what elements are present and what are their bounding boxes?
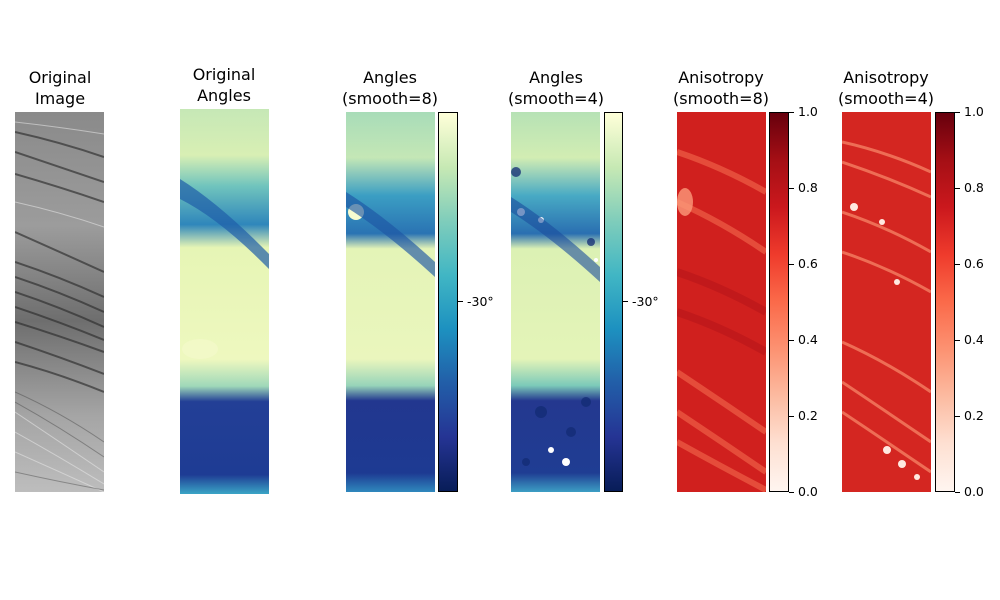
panel-title-anisotropy-smooth8: Anisotropy (smooth=8)	[661, 67, 781, 109]
colorbar-tick-label: -30°	[632, 294, 659, 309]
colorbar-tick	[789, 340, 794, 341]
title-line-1: Original Image	[28, 68, 92, 108]
colorbar-tick	[955, 340, 960, 341]
colorbar-tick-label: -30°	[467, 294, 494, 309]
heatmap-anisotropy-smooth8	[677, 112, 766, 492]
colorbar-angles-smooth4	[604, 112, 623, 492]
colorbar-tick	[789, 188, 794, 189]
colorbar-tick	[955, 264, 960, 265]
colorbar-tick-label: 0.8	[964, 180, 984, 195]
colorbar-tick-label: 1.0	[964, 104, 984, 119]
colorbar-anisotropy-smooth4	[935, 112, 955, 492]
colorbar-tick	[789, 264, 794, 265]
panel-title-anisotropy-smooth4: Anisotropy (smooth=4)	[826, 67, 946, 109]
colorbar-tick-label: 0.8	[798, 180, 818, 195]
title-text: Angles (smooth=8)	[342, 68, 438, 108]
title-text: Anisotropy (smooth=8)	[673, 68, 769, 108]
panel-title-original-image: Original Image	[10, 67, 110, 109]
colorbar-tick	[623, 301, 628, 302]
colorbar-tick	[789, 112, 794, 113]
colorbar-tick-label: 0.0	[798, 484, 818, 499]
colorbar-tick	[955, 188, 960, 189]
colorbar-tick	[789, 492, 794, 493]
colorbar-tick-label: 1.0	[798, 104, 818, 119]
panel-title-angles-smooth8: Angles (smooth=8)	[330, 67, 450, 109]
title-text: Anisotropy (smooth=4)	[838, 68, 934, 108]
colorbar-tick-label: 0.6	[964, 256, 984, 271]
title-text: Angles (smooth=4)	[508, 68, 604, 108]
colorbar-tick	[458, 301, 463, 302]
colorbar-tick	[955, 112, 960, 113]
colorbar-tick	[789, 416, 794, 417]
colorbar-tick-label: 0.2	[964, 408, 984, 423]
colorbar-tick	[955, 492, 960, 493]
heatmap-angles-smooth8	[346, 112, 435, 492]
colorbar-anisotropy-smooth8	[769, 112, 789, 492]
heatmap-original-image	[15, 112, 104, 492]
heatmap-angles-smooth4	[511, 112, 600, 492]
title-text: Original Angles	[192, 65, 256, 105]
colorbar-tick-label: 0.6	[798, 256, 818, 271]
heatmap-original-angles	[180, 109, 269, 494]
colorbar-angles-smooth8	[438, 112, 458, 492]
panel-title-original-angles: Original Angles	[174, 64, 274, 106]
heatmap-anisotropy-smooth4	[842, 112, 931, 492]
colorbar-tick-label: 0.0	[964, 484, 984, 499]
colorbar-tick-label: 0.2	[798, 408, 818, 423]
panel-title-angles-smooth4: Angles (smooth=4)	[496, 67, 616, 109]
colorbar-tick-label: 0.4	[964, 332, 984, 347]
colorbar-tick	[955, 416, 960, 417]
colorbar-tick-label: 0.4	[798, 332, 818, 347]
